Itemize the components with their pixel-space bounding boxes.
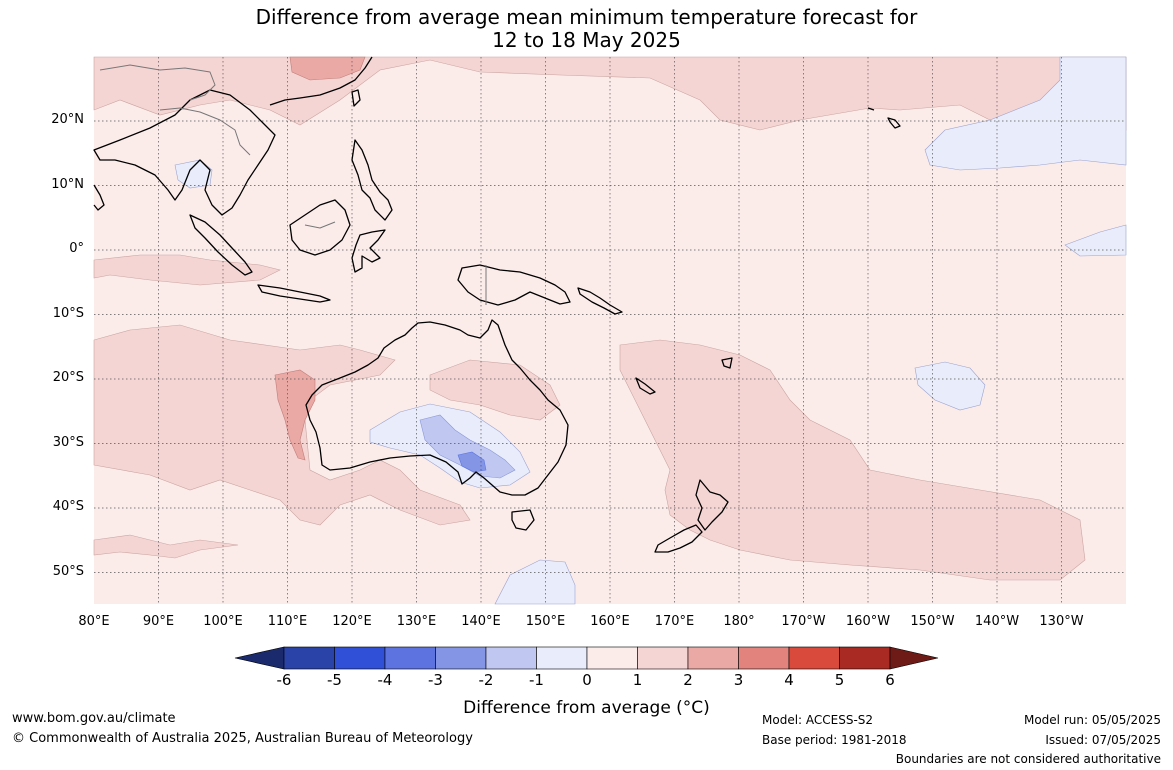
colorbar-extend-low xyxy=(234,646,285,670)
colorbar-tick-label: -2 xyxy=(478,671,494,689)
lon-label: 90°E xyxy=(142,614,175,629)
colorbar-tick-label: 4 xyxy=(784,671,794,689)
colorbar-bin xyxy=(687,646,739,670)
colorbar-bin xyxy=(384,646,436,670)
lon-label: 150°E xyxy=(525,614,566,629)
colorbar-tick-label: -1 xyxy=(529,671,544,689)
anomaly-minus2-to-minus3-regions xyxy=(457,451,487,473)
coastline-tasmania xyxy=(511,509,535,531)
coastline-se-asia xyxy=(93,89,276,216)
lon-label: 170°E xyxy=(654,614,695,629)
lon-label: 160°W xyxy=(845,614,891,629)
lat-label: 10°N xyxy=(51,177,84,192)
model-name: Model: ACCESS-S2 xyxy=(762,713,874,727)
colorbar-title: Difference from average (°C) xyxy=(0,698,1173,718)
coastline-fiji xyxy=(721,357,733,369)
colorbar-tick-label: 5 xyxy=(834,671,845,689)
colorbar-bin xyxy=(435,646,487,670)
coastline-east-asia xyxy=(269,56,373,106)
issued-date: Issued: 07/05/2025 xyxy=(1045,733,1161,747)
colorbar-extend-high xyxy=(889,646,939,670)
coastline-borneo xyxy=(289,199,351,256)
lat-label: 30°S xyxy=(52,435,84,450)
copyright-text: © Commonwealth of Australia 2025, Austra… xyxy=(12,731,473,746)
coastline-solomons xyxy=(577,287,623,315)
colorbar-tick-label: 0 xyxy=(582,671,592,689)
lat-label: 20°N xyxy=(51,112,84,127)
coastline-taiwan xyxy=(351,89,361,107)
lon-label: 140°E xyxy=(461,614,501,629)
boundaries-disclaimer: Boundaries are not considered authoritat… xyxy=(895,752,1161,766)
coastline-hawaii xyxy=(867,107,901,129)
lon-label: 180° xyxy=(723,614,755,629)
lat-label: 20°S xyxy=(52,370,84,385)
coastline-new-caledonia xyxy=(635,377,656,395)
coastline-nz-south xyxy=(654,524,703,553)
coastline-philippines xyxy=(351,139,393,221)
borders xyxy=(99,64,487,305)
gridlines xyxy=(94,57,1126,604)
map-title-line1: Difference from average mean minimum tem… xyxy=(255,5,918,29)
colorbar-bin xyxy=(637,646,689,670)
colorbar-bin xyxy=(586,646,638,670)
lat-label: 40°S xyxy=(52,499,84,514)
lat-label: 10°S xyxy=(52,306,84,321)
colorbar-tick-label: 3 xyxy=(733,671,744,689)
model-run-date: Model run: 05/05/2025 xyxy=(1023,713,1161,727)
lat-label: 50°S xyxy=(52,564,84,579)
lon-label: 150°W xyxy=(910,614,955,629)
coastline-sulawesi xyxy=(351,229,386,273)
colorbar xyxy=(234,646,939,670)
colorbar-bin xyxy=(283,646,335,670)
lat-label: 0° xyxy=(69,241,84,256)
colorbar-tick-label: 1 xyxy=(632,671,643,689)
colorbar-bin xyxy=(334,646,386,670)
lon-label: 130°E xyxy=(396,614,437,629)
map-title-line2: 12 to 18 May 2025 xyxy=(492,28,681,52)
anomaly-2-to-3-regions xyxy=(274,56,366,461)
colorbar-bin xyxy=(788,646,840,670)
website-link[interactable]: www.bom.gov.au/climate xyxy=(12,711,176,726)
lon-label: 140°W xyxy=(974,614,1020,629)
colorbar-tick-label: 6 xyxy=(885,671,895,689)
lon-label: 130°W xyxy=(1039,614,1084,629)
coastline-nz-north xyxy=(695,479,729,531)
lon-label: 100°E xyxy=(203,614,243,629)
coastline-java xyxy=(257,284,331,303)
lon-label: 110°E xyxy=(267,614,308,629)
colorbar-tick-label: -6 xyxy=(276,671,292,689)
coastline-sumatra xyxy=(189,214,253,276)
lon-label: 170°W xyxy=(781,614,826,629)
lon-label: 80°E xyxy=(78,614,110,629)
coastlines xyxy=(93,56,901,553)
colorbar-tick-label: -5 xyxy=(327,671,342,689)
base-period: Base period: 1981-2018 xyxy=(762,733,907,747)
anomaly-1-to-2-regions xyxy=(93,56,1127,581)
colorbar-tick-label: 2 xyxy=(683,671,693,689)
colorbar-bin xyxy=(536,646,588,670)
coastline-india xyxy=(93,184,105,211)
colorbar-tick-label: -4 xyxy=(377,671,393,689)
anomaly-minus1-to-minus2-regions xyxy=(419,414,516,479)
colorbar-bin xyxy=(738,646,790,670)
colorbar-bin xyxy=(839,646,891,670)
colorbar-tick-label: -3 xyxy=(428,671,443,689)
colorbar-bin xyxy=(485,646,537,670)
lon-label: 160°E xyxy=(590,614,630,629)
coastline-australia xyxy=(305,319,569,496)
colorbar-title-text: Difference from average (°C) xyxy=(463,698,710,718)
coastline-new-guinea xyxy=(457,264,571,306)
lon-label: 120°E xyxy=(332,614,372,629)
